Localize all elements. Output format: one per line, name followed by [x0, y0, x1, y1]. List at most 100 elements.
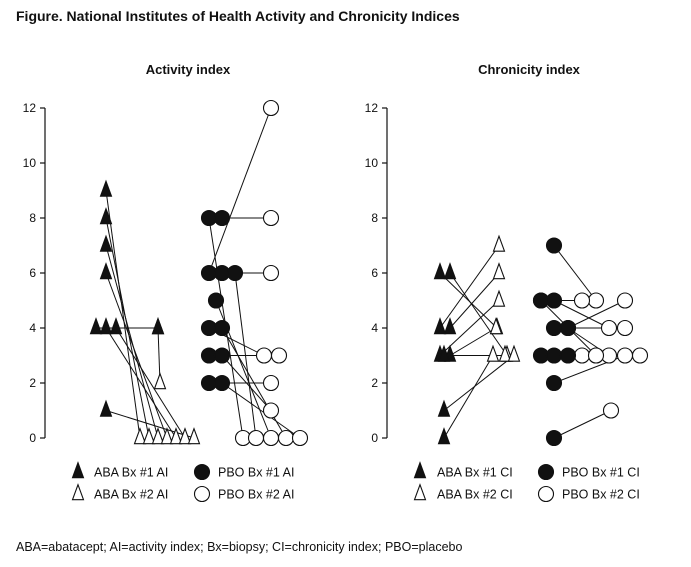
- activity-legend-marker: [71, 461, 85, 479]
- activity-aba-bx1-point: [99, 262, 113, 280]
- activity-aba-bx1-point: [99, 399, 113, 417]
- chronicity-pbo-bx1-point: [559, 347, 577, 364]
- activity-aba-bx2-point: [133, 427, 147, 445]
- chronicity-legend-label: ABA Bx #1 CI: [437, 466, 513, 480]
- chronicity-pbo-bx2-point: [587, 292, 605, 309]
- activity-aba-bx1-point: [151, 317, 165, 335]
- chronicity-aba-connector: [449, 272, 508, 356]
- chronicity-pbo-bx1-point: [545, 429, 563, 447]
- chronicity-aba-bx2-point: [492, 289, 506, 307]
- activity-legend-label: ABA Bx #2 AI: [94, 488, 168, 502]
- chronicity-pbo-bx2-point: [573, 292, 591, 309]
- activity-pbo-bx2-point: [262, 264, 280, 282]
- activity-legend-label: PBO Bx #2 AI: [218, 488, 294, 502]
- activity-aba-connector: [105, 327, 177, 439]
- chronicity-pbo-bx2-point: [616, 347, 634, 364]
- chronicity-pbo-bx2-point: [602, 402, 620, 419]
- chronicity-y-tick-label: 6: [371, 266, 378, 280]
- activity-pbo-bx2-point: [262, 99, 280, 117]
- chronicity-legend-label: PBO Bx #2 CI: [562, 488, 640, 502]
- chronicity-aba-connector: [449, 272, 500, 329]
- chronicity-pbo-bx1-point: [545, 319, 563, 337]
- chronicity-y-tick-label: 2: [371, 376, 378, 390]
- activity-aba-bx2-point: [151, 427, 165, 445]
- chronicity-legend-marker: [537, 485, 555, 503]
- chronicity-legend-marker: [537, 463, 555, 481]
- activity-pbo-bx2-point: [277, 429, 295, 447]
- activity-pbo-bx2-point: [247, 429, 265, 447]
- chronicity-pbo-bx1-point: [532, 292, 550, 309]
- chronicity-pbo-bx1-point: [559, 319, 577, 337]
- activity-legend-marker: [193, 485, 211, 503]
- chronicity-pbo-bx2-point: [600, 319, 618, 337]
- chronicity-aba-connector: [449, 327, 497, 356]
- chronicity-aba-bx1-point: [437, 344, 451, 362]
- activity-pbo-bx1-point: [213, 209, 231, 227]
- chronicity-pbo-bx2-point: [573, 347, 591, 364]
- activity-legend-marker: [193, 463, 211, 481]
- activity-aba-bx1-point: [99, 179, 113, 197]
- activity-y-tick-label: 2: [29, 376, 36, 390]
- chronicity-aba-bx1-point: [443, 317, 457, 335]
- chronicity-pbo-bx2-point: [587, 347, 605, 364]
- chronicity-y-tick-label: 8: [371, 211, 378, 225]
- activity-pbo-bx1-point: [213, 319, 231, 337]
- chronicity-pbo-bx2-point: [616, 319, 634, 337]
- chronicity-y-tick-label: 4: [371, 321, 378, 335]
- activity-aba-connector: [115, 327, 186, 439]
- activity-aba-connector: [105, 410, 195, 439]
- activity-pbo-bx1-point: [207, 292, 225, 309]
- activity-y-tick-label: 4: [29, 321, 36, 335]
- chronicity-aba-connector: [443, 355, 515, 411]
- activity-legend-label: PBO Bx #1 AI: [218, 466, 294, 480]
- activity-pbo-bx2-point: [291, 429, 309, 447]
- chronicity-y-tick-label: 12: [365, 101, 379, 115]
- activity-aba-bx2-point: [178, 427, 192, 445]
- activity-aba-bx2-point: [169, 427, 183, 445]
- activity-pbo-bx2-point: [262, 429, 280, 447]
- activity-y-tick-label: 12: [23, 101, 37, 115]
- activity-aba-bx2-point: [153, 372, 167, 390]
- chronicity-aba-connector: [443, 355, 494, 439]
- chronicity-aba-bx2-point: [486, 344, 500, 362]
- activity-pbo-connector: [208, 107, 272, 274]
- chronicity-aba-bx1-point: [433, 317, 447, 335]
- chronicity-pbo-connector: [553, 245, 597, 301]
- chronicity-pbo-bx2-point: [631, 347, 649, 364]
- chronicity-legend-label: ABA Bx #2 CI: [437, 488, 513, 502]
- chronicity-aba-bx2-point: [492, 234, 506, 252]
- footnote: ABA=abatacept; AI=activity index; Bx=bio…: [16, 540, 463, 554]
- activity-aba-connector: [105, 190, 141, 439]
- activity-y-tick-label: 8: [29, 211, 36, 225]
- activity-aba-connector: [105, 245, 159, 439]
- chronicity-aba-connector: [439, 245, 500, 329]
- chronicity-legend-marker: [413, 461, 427, 479]
- activity-pbo-bx2-point: [255, 347, 273, 364]
- activity-pbo-connector: [221, 382, 301, 439]
- activity-aba-bx1-point: [99, 234, 113, 252]
- chronicity-y-tick-label: 0: [371, 431, 378, 445]
- chronicity-pbo-bx2-point: [616, 292, 634, 309]
- activity-y-tick-label: 0: [29, 431, 36, 445]
- activity-panel-title: Activity index: [145, 62, 231, 77]
- chronicity-pbo-bx1-point: [545, 374, 563, 392]
- activity-aba-bx1-point: [99, 317, 113, 335]
- chronicity-aba-bx2-point: [498, 344, 512, 362]
- chronicity-aba-bx2-point: [489, 317, 503, 335]
- activity-aba-bx2-point: [187, 427, 201, 445]
- activity-y-tick-label: 6: [29, 266, 36, 280]
- chronicity-y-tick-label: 10: [365, 156, 379, 170]
- chronicity-aba-bx1-point: [437, 399, 451, 417]
- chronicity-pbo-connector: [553, 410, 612, 439]
- chronicity-pbo-bx1-point: [545, 347, 563, 364]
- chronicity-pbo-connector: [567, 300, 626, 329]
- activity-aba-bx1-point: [109, 317, 123, 335]
- chronicity-aba-bx1-point: [437, 427, 451, 445]
- chronicity-legend-marker: [413, 483, 427, 501]
- activity-pbo-bx1-point: [213, 347, 231, 364]
- chronicity-aba-bx2-point: [507, 344, 521, 362]
- activity-pbo-bx2-point: [262, 374, 280, 392]
- activity-pbo-bx1-point: [213, 374, 231, 392]
- activity-aba-bx2-point: [160, 427, 174, 445]
